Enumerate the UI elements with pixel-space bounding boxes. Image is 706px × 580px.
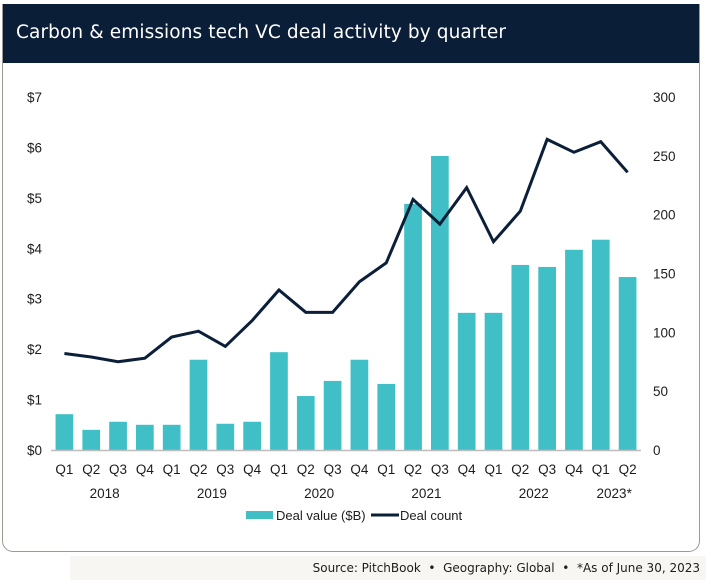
x-tick-label: Q3 xyxy=(538,462,556,477)
chart-header: Carbon & emissions tech VC deal activity… xyxy=(3,4,699,63)
x-tick-label: Q3 xyxy=(431,462,449,477)
x-tick-label: Q1 xyxy=(377,462,395,477)
bar-deal-value xyxy=(377,383,396,450)
left-axis-tick-label: $6 xyxy=(27,140,42,155)
year-label: 2019 xyxy=(197,486,227,501)
left-axis-tick-label: $5 xyxy=(27,191,42,206)
legend: Deal value ($B) Deal count xyxy=(246,508,463,523)
x-tick-label: Q1 xyxy=(592,462,610,477)
bar-deal-value xyxy=(404,203,422,450)
left-axis-tick-label: $3 xyxy=(27,292,42,307)
x-tick-label: Q2 xyxy=(189,462,207,477)
x-tick-label: Q2 xyxy=(511,462,529,477)
right-axis: 0 50 100 150 200 250 300 xyxy=(653,90,676,458)
x-axis-year-labels: 2018 2019 2020 2021 2022 2023* xyxy=(90,486,633,501)
bar-deal-value xyxy=(136,424,154,450)
bar-deal-value xyxy=(189,359,208,450)
chart-card: Carbon & emissions tech VC deal activity… xyxy=(2,4,700,552)
bar-deal-value xyxy=(270,352,288,450)
left-axis-tick-label: $4 xyxy=(27,241,43,256)
x-tick-label: Q3 xyxy=(216,462,234,477)
legend-swatch-deal-value xyxy=(246,511,273,519)
bar-deal-value xyxy=(243,421,261,450)
year-label: 2021 xyxy=(411,486,441,501)
x-tick-label: Q2 xyxy=(404,462,422,477)
line-series-deal-count xyxy=(64,137,629,364)
bar-deal-value xyxy=(323,380,342,450)
bar-deal-value xyxy=(618,277,637,450)
bar-deal-value xyxy=(82,429,101,450)
bar-series-deal-value xyxy=(55,156,637,450)
bar-deal-value xyxy=(431,156,449,450)
left-axis-tick-label: $1 xyxy=(27,393,42,408)
legend-label-deal-value: Deal value ($B) xyxy=(276,508,366,523)
bar-deal-value xyxy=(591,239,610,450)
right-axis-tick-label: 200 xyxy=(653,208,676,223)
left-axis-tick-label: $2 xyxy=(27,342,42,357)
bar-deal-value xyxy=(162,424,181,450)
x-tick-label: Q2 xyxy=(619,462,637,477)
x-tick-label: Q4 xyxy=(136,462,155,477)
bar-deal-value xyxy=(565,249,583,450)
x-tick-label: Q1 xyxy=(163,462,181,477)
left-axis-tick-label: $7 xyxy=(27,90,42,105)
left-axis: $0 $1 $2 $3 $4 $5 $6 $7 xyxy=(27,90,43,458)
chart-plot: $0 $1 $2 $3 $4 $5 $6 $7 0 50 100 150 200 250 300 Q1 Q2… xyxy=(27,90,676,523)
x-tick-label: Q1 xyxy=(270,462,288,477)
chart-title: Carbon & emissions tech VC deal activity… xyxy=(16,22,507,43)
year-label: 2023* xyxy=(597,486,633,501)
bar-deal-value xyxy=(296,396,315,450)
x-tick-label: Q2 xyxy=(297,462,315,477)
line-deal-count xyxy=(64,137,629,364)
x-tick-label: Q4 xyxy=(458,462,477,477)
x-tick-label: Q4 xyxy=(350,462,369,477)
bar-deal-value xyxy=(350,359,369,450)
legend-label-deal-count: Deal count xyxy=(400,508,463,523)
bar-deal-value xyxy=(216,423,235,450)
bar-deal-value xyxy=(457,312,476,450)
x-tick-label: Q1 xyxy=(484,462,502,477)
bar-deal-value xyxy=(511,264,530,450)
year-label: 2022 xyxy=(519,486,549,501)
bar-deal-value xyxy=(538,266,556,450)
right-axis-tick-label: 300 xyxy=(653,90,676,105)
x-tick-label: Q1 xyxy=(55,462,73,477)
footer: Source: PitchBook • Geography: Global • … xyxy=(70,556,706,580)
right-axis-tick-label: 100 xyxy=(653,325,676,340)
right-axis-tick-label: 150 xyxy=(653,267,676,282)
x-tick-label: Q4 xyxy=(243,462,262,477)
x-tick-label: Q3 xyxy=(324,462,342,477)
bar-deal-value xyxy=(109,421,127,450)
x-axis-quarter-labels: Q1 Q2 Q3 Q4 Q1 Q2 Q3 Q4 Q1 Q2 Q3 Q4 Q1 Q2 Q3 Q4 Q1 Q2 Q3 Q4… xyxy=(55,462,636,477)
bar-deal-value xyxy=(484,312,503,450)
x-tick-label: Q3 xyxy=(109,462,127,477)
left-axis-tick-label: $0 xyxy=(27,443,42,458)
x-tick-label: Q2 xyxy=(82,462,100,477)
year-label: 2020 xyxy=(304,486,334,501)
right-axis-tick-label: 50 xyxy=(653,384,668,399)
right-axis-tick-label: 250 xyxy=(653,149,676,164)
bar-deal-value xyxy=(55,414,74,450)
year-label: 2018 xyxy=(90,486,120,501)
x-tick-label: Q4 xyxy=(565,462,584,477)
source-note: Source: PitchBook • Geography: Global • … xyxy=(312,561,700,575)
right-axis-tick-label: 0 xyxy=(653,443,661,458)
